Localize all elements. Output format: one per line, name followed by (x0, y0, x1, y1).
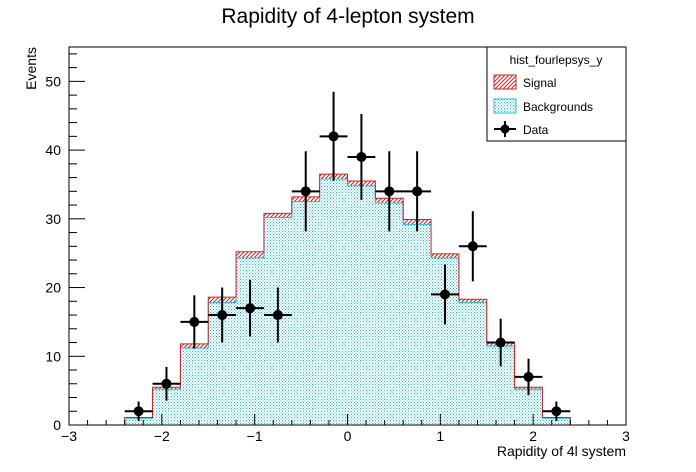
data-point (514, 358, 543, 396)
data-point-marker (272, 310, 283, 321)
backgrounds-bin (291, 201, 320, 425)
data-point-marker (467, 241, 478, 252)
x-tick-label: 3 (622, 428, 630, 444)
x-axis-title: Rapidity of 4l system (497, 443, 626, 459)
data-point-marker (523, 371, 534, 382)
x-tick-label: 2 (529, 428, 537, 444)
data-point-marker (245, 303, 256, 314)
backgrounds-bin (458, 302, 487, 425)
legend-box (486, 46, 627, 142)
signal-bin (431, 253, 459, 258)
data-point (263, 287, 292, 343)
backgrounds-bin (375, 203, 404, 425)
data-point-marker (189, 316, 200, 327)
legend: hist_fourlepsys_y Signal Backgrounds Dat… (486, 46, 627, 142)
data-point (291, 151, 320, 232)
data-point (152, 366, 181, 401)
data-point (180, 295, 209, 349)
legend-backgrounds-label: Backgrounds (523, 100, 593, 114)
data-point (403, 151, 432, 232)
x-tick-label: −1 (247, 428, 263, 444)
y-axis-title: Events (23, 47, 39, 90)
backgrounds-bin (124, 418, 153, 425)
data-point-marker (551, 406, 562, 417)
data-point (347, 114, 376, 200)
y-tick-label: 40 (45, 142, 61, 158)
x-tick-label: 1 (436, 428, 444, 444)
x-tick-label: 0 (344, 428, 352, 444)
data-point (208, 287, 237, 343)
data-point-marker (328, 131, 339, 142)
signal-bin (236, 251, 264, 258)
legend-data-label: Data (523, 123, 549, 137)
legend-signal-label: Signal (523, 76, 556, 90)
legend-signal-swatch (493, 74, 517, 90)
legend-backgrounds-swatch (493, 98, 517, 114)
data-point-marker (495, 337, 506, 348)
backgrounds-bin (319, 178, 348, 425)
data-point (375, 151, 404, 232)
data-point-marker (384, 186, 395, 197)
data-point (458, 211, 487, 282)
signal-bin (263, 213, 292, 218)
plot-marks (124, 173, 571, 425)
backgrounds-bin (542, 418, 571, 425)
y-tick-label: 10 (45, 348, 61, 364)
y-tick-label: 50 (45, 73, 61, 89)
data-point-marker (161, 378, 172, 389)
x-tick-label: −2 (154, 428, 170, 444)
data-point-marker (133, 406, 144, 417)
backgrounds-bin (347, 185, 376, 425)
x-axis: −3 −2 −1 0 1 2 3 (61, 414, 630, 444)
data-point (236, 279, 264, 337)
backgrounds-bin (514, 389, 543, 425)
y-tick-label: 0 (53, 417, 61, 433)
data-point (319, 91, 348, 181)
data-point-marker (439, 289, 450, 300)
data-points (124, 91, 571, 421)
data-point-marker (412, 186, 423, 197)
data-point-marker (300, 186, 311, 197)
data-point (431, 264, 459, 325)
data-point (124, 401, 153, 421)
data-point (486, 318, 515, 367)
data-point (542, 401, 571, 421)
data-point-marker (217, 310, 228, 321)
chart-title: Rapidity of 4-lepton system (221, 5, 474, 28)
data-point-marker (356, 151, 367, 162)
y-tick-label: 30 (45, 211, 61, 227)
legend-data-marker (494, 121, 516, 137)
backgrounds-bin (403, 224, 432, 425)
signal-bin (458, 299, 487, 303)
legend-title: hist_fourlepsys_y (510, 53, 603, 67)
backgrounds-bin (180, 348, 209, 425)
x-tick-label: −3 (61, 428, 77, 444)
y-axis: 0 10 20 30 40 50 (45, 53, 85, 433)
y-tick-label: 20 (45, 280, 61, 296)
